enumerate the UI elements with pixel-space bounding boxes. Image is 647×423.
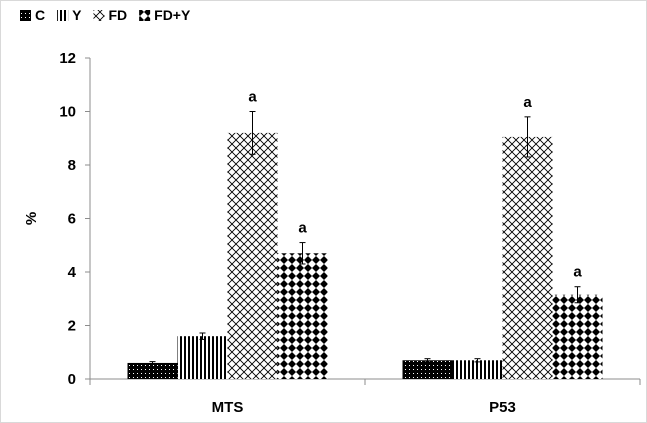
legend-swatch	[93, 10, 105, 21]
significance-label: a	[298, 220, 307, 237]
legend-label: FD	[108, 7, 127, 23]
category-label: P53	[489, 399, 516, 416]
significance-label: a	[573, 264, 582, 281]
y-tick-label: 12	[59, 50, 76, 67]
data-labels: a a a a	[248, 89, 582, 281]
bar-fd	[227, 132, 278, 379]
legend-swatch	[57, 10, 69, 21]
legend-label: C	[35, 7, 45, 23]
bar-c	[402, 360, 453, 379]
bar-c	[127, 362, 178, 379]
y-tick-label: 4	[68, 264, 77, 281]
legend-label: FD+Y	[154, 7, 191, 23]
legend: C Y FD FD+Y	[20, 7, 191, 23]
y-tick-label: 8	[68, 157, 76, 174]
significance-label: a	[248, 89, 257, 106]
y-tick-label: 0	[68, 371, 76, 388]
y-tick-label: 10	[59, 104, 76, 121]
legend-swatch	[139, 10, 151, 21]
significance-label: a	[523, 94, 532, 111]
bar-fd	[502, 136, 553, 379]
error-bars	[149, 111, 581, 365]
category-label: MTS	[212, 399, 244, 416]
y-tick-label: 2	[68, 318, 76, 335]
bar-fd-y	[277, 253, 328, 379]
y-tick-label: 6	[68, 211, 76, 228]
legend-swatch	[20, 10, 31, 21]
y-axis-title: %	[23, 212, 40, 225]
bars	[127, 132, 603, 379]
y-axis-title-group: %	[23, 212, 40, 225]
bar-fd-y	[552, 294, 603, 379]
axes: 0 2 4 6 8 10 12 MTS P53	[59, 50, 641, 416]
bar-y	[177, 336, 228, 379]
legend-label: Y	[72, 7, 82, 23]
bar-y	[452, 360, 503, 379]
